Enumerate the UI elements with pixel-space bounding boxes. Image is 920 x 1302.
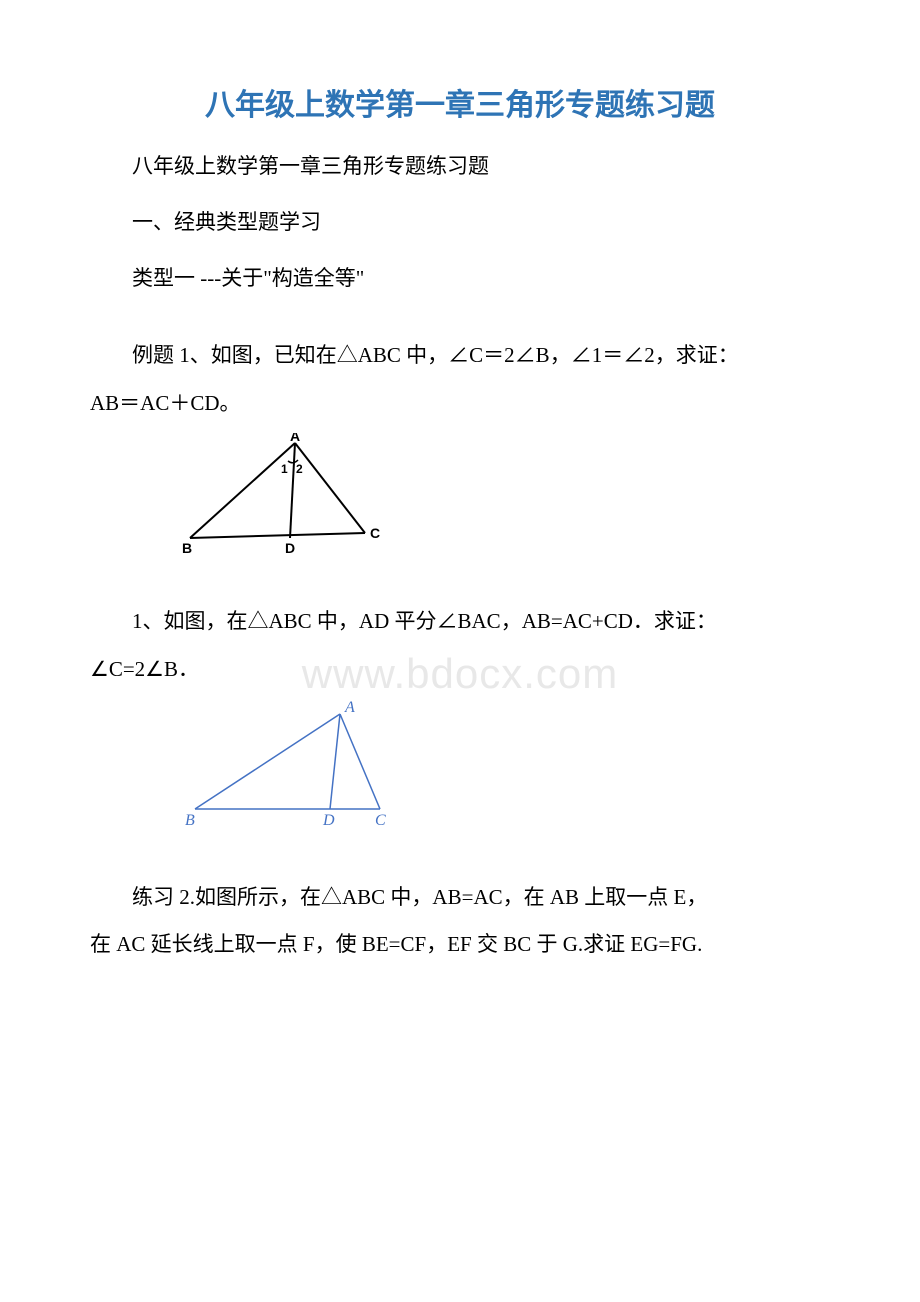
example-1-figure: A B C D 1 2 (180, 433, 830, 563)
type-heading: 类型一 ---关于"构造全等" (90, 260, 830, 298)
svg-text:2: 2 (296, 462, 303, 476)
svg-text:C: C (370, 525, 380, 541)
svg-text:A: A (344, 699, 355, 716)
page-title: 八年级上数学第一章三角形专题练习题 (90, 80, 830, 124)
triangle-diagram-2: A B C D (180, 699, 410, 834)
svg-text:A: A (290, 433, 300, 444)
triangle-diagram-1: A B C D 1 2 (180, 433, 380, 558)
problem-1-text-line2: ∠C=2∠B． (90, 651, 830, 689)
problem-2-text-line1: 练习 2.如图所示，在△ABC 中，AB=AC，在 AB 上取一点 E， (90, 879, 830, 917)
svg-text:1: 1 (281, 462, 288, 476)
subtitle-text: 八年级上数学第一章三角形专题练习题 (90, 148, 830, 186)
section-heading: 一、经典类型题学习 (90, 204, 830, 242)
problem-1-figure: A B C D (180, 699, 830, 839)
example-1-text-line1: 例题 1、如图，已知在△ABC 中，∠C＝2∠B，∠1＝∠2，求证： (90, 337, 830, 375)
problem-2-text-line2: 在 AC 延长线上取一点 F，使 BE=CF，EF 交 BC 于 G.求证 EG… (90, 926, 830, 964)
problem-2-block: 练习 2.如图所示，在△ABC 中，AB=AC，在 AB 上取一点 E， 在 A… (90, 879, 830, 965)
svg-text:B: B (185, 812, 195, 829)
problem-1-block: 1、如图，在△ABC 中，AD 平分∠BAC，AB=AC+CD．求证： ∠C=2… (90, 603, 830, 839)
example-1-text-line2: AB＝AC＋CD。 (90, 385, 830, 423)
content-area: 八年级上数学第一章三角形专题练习题 八年级上数学第一章三角形专题练习题 一、经典… (90, 80, 830, 964)
svg-text:C: C (375, 812, 386, 829)
example-1-block: 例题 1、如图，已知在△ABC 中，∠C＝2∠B，∠1＝∠2，求证： AB＝AC… (90, 337, 830, 563)
problem-1-text-line1: 1、如图，在△ABC 中，AD 平分∠BAC，AB=AC+CD．求证： (90, 603, 830, 641)
svg-text:D: D (322, 812, 335, 829)
svg-text:D: D (285, 540, 295, 556)
svg-text:B: B (182, 540, 192, 556)
